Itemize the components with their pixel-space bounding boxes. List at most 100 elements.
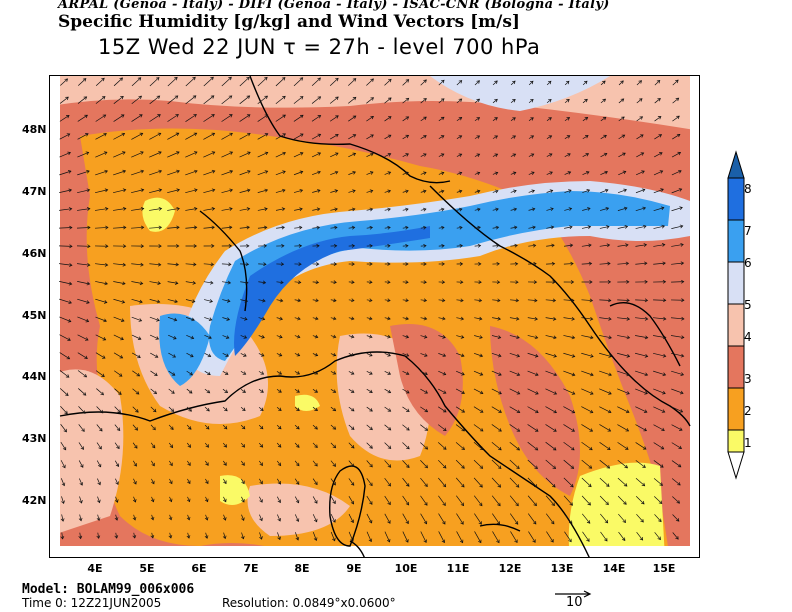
wind-vector bbox=[186, 352, 194, 358]
wind-vector bbox=[635, 262, 647, 265]
wind-vector bbox=[636, 531, 643, 541]
wind-vector-head bbox=[424, 371, 428, 376]
wind-vector-head bbox=[405, 189, 409, 194]
wind-vector bbox=[203, 263, 214, 265]
wind-vector bbox=[563, 459, 574, 469]
wind-vector-head bbox=[585, 135, 589, 139]
wind-vector bbox=[671, 244, 684, 247]
wind-vector-head bbox=[662, 372, 667, 377]
wind-vector-head bbox=[334, 207, 338, 212]
wind-vector bbox=[599, 335, 612, 339]
wind-vector bbox=[294, 460, 300, 467]
wind-vector-head bbox=[405, 371, 410, 376]
wind-vector-head bbox=[621, 116, 625, 120]
wind-vector-head bbox=[192, 95, 197, 99]
wind-vector bbox=[293, 171, 303, 176]
wind-vector-head bbox=[553, 409, 557, 414]
wind-vector-head bbox=[296, 352, 301, 357]
wind-vector bbox=[582, 99, 588, 104]
wind-vector bbox=[636, 513, 644, 523]
wind-vector-head bbox=[229, 169, 234, 174]
wind-vector-head bbox=[386, 538, 391, 543]
wind-vector bbox=[635, 170, 645, 176]
wind-vector-head bbox=[568, 538, 572, 543]
wind-vector bbox=[221, 76, 232, 87]
wind-vector bbox=[654, 152, 663, 158]
wind-vector-head bbox=[168, 534, 173, 539]
wind-vector-head bbox=[529, 80, 534, 85]
wind-vector bbox=[672, 97, 679, 104]
wind-vector bbox=[95, 133, 107, 140]
wind-vector-head bbox=[241, 480, 245, 485]
wind-vector bbox=[131, 95, 142, 105]
wind-vector bbox=[240, 281, 249, 284]
wind-vector bbox=[617, 317, 630, 320]
colorbar-label-5: 5 bbox=[744, 298, 752, 312]
wind-vector-head bbox=[535, 391, 539, 395]
wind-vector bbox=[492, 226, 499, 229]
wind-vector-head bbox=[424, 502, 428, 506]
wind-vector-head bbox=[280, 262, 285, 267]
wind-vector bbox=[366, 478, 373, 486]
wind-vector-head bbox=[531, 207, 536, 212]
wind-vector bbox=[221, 95, 232, 105]
wind-vector-head bbox=[405, 262, 409, 266]
wind-vector-head bbox=[208, 335, 212, 340]
wind-vector-head bbox=[571, 298, 575, 303]
wind-vector bbox=[258, 281, 266, 284]
wind-vector bbox=[617, 406, 630, 413]
wind-vector bbox=[402, 460, 410, 468]
wind-vector bbox=[600, 531, 608, 542]
wind-vector-head bbox=[675, 97, 680, 102]
wind-vector bbox=[59, 152, 71, 158]
wind-vector-head bbox=[61, 500, 65, 505]
wind-vector bbox=[618, 513, 626, 523]
wind-vector bbox=[672, 514, 680, 522]
wind-vector bbox=[114, 460, 119, 467]
wind-vector-head bbox=[350, 482, 355, 486]
wind-vector-head bbox=[387, 225, 391, 230]
wind-vector bbox=[474, 513, 482, 525]
wind-vector-head bbox=[260, 353, 265, 357]
wind-vector-head bbox=[116, 427, 121, 432]
wind-vector bbox=[473, 406, 484, 413]
wind-vector-head bbox=[513, 225, 518, 230]
wind-vector bbox=[293, 96, 304, 104]
wind-vector-head bbox=[494, 189, 499, 194]
wind-vector-head bbox=[405, 280, 409, 285]
wind-vector bbox=[527, 388, 539, 395]
wind-vector-head bbox=[170, 426, 174, 430]
wind-vector-head bbox=[534, 353, 539, 358]
wind-vector-head bbox=[370, 115, 374, 120]
wind-vector-head bbox=[461, 483, 465, 488]
wind-vector-head bbox=[663, 316, 667, 321]
wind-vector-head bbox=[568, 207, 573, 211]
wind-vector-head bbox=[534, 465, 538, 470]
wind-vector bbox=[221, 170, 233, 176]
wind-vector-head bbox=[300, 114, 304, 119]
wind-vector bbox=[59, 170, 72, 176]
lon-label-7e: 7E bbox=[243, 562, 259, 575]
wind-vector bbox=[473, 352, 483, 357]
wind-vector bbox=[599, 244, 610, 247]
wind-vector-head bbox=[223, 480, 227, 485]
wind-vector bbox=[97, 478, 101, 485]
wind-vector-head bbox=[369, 371, 373, 375]
wind-vector-head bbox=[317, 170, 321, 175]
wind-vector-head bbox=[99, 427, 103, 432]
wind-vector bbox=[563, 370, 575, 376]
footer-model: Model: BOLAM99_006x006 bbox=[22, 582, 195, 597]
wind-vector-head bbox=[369, 243, 373, 248]
wind-vector-head bbox=[104, 188, 109, 193]
wind-vector bbox=[492, 299, 501, 301]
wind-vector bbox=[654, 532, 661, 540]
wind-vector-head bbox=[626, 372, 631, 377]
wind-vector-head bbox=[154, 372, 158, 376]
wind-vector bbox=[222, 353, 229, 357]
wind-vector bbox=[402, 227, 409, 229]
wind-vector-head bbox=[571, 335, 576, 340]
wind-vector-head bbox=[169, 462, 173, 467]
lon-label-4e: 4E bbox=[87, 562, 103, 575]
wind-vector-head bbox=[96, 535, 101, 539]
wind-vector-head bbox=[139, 281, 144, 286]
